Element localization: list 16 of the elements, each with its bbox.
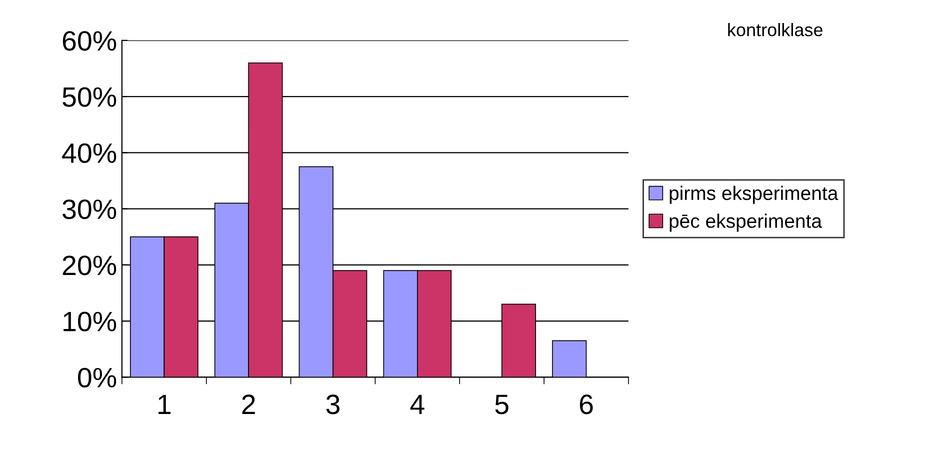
y-tick-label: 10% [64,312,116,332]
y-tick-label: 30% [62,199,116,220]
y-tick-label: 60% [62,31,116,51]
y-tick-label: 50% [62,87,116,107]
y-tick-label: 0% [78,368,116,388]
y-tick-label: 40% [62,143,116,163]
legend-label: pirms eksperimenta [670,186,838,204]
text: kontrolklase [728,23,822,36]
legend-label: pēc eksperimenta [670,214,822,232]
y-tick-label: 20% [62,256,116,276]
x-tick-label: 5 [495,394,508,414]
x-tick-label: 3 [326,394,340,414]
x-tick-label: 1 [158,394,171,414]
x-tick-label: 6 [580,394,593,414]
x-tick-label: 4 [410,394,424,414]
x-tick-label: 2 [242,394,255,414]
